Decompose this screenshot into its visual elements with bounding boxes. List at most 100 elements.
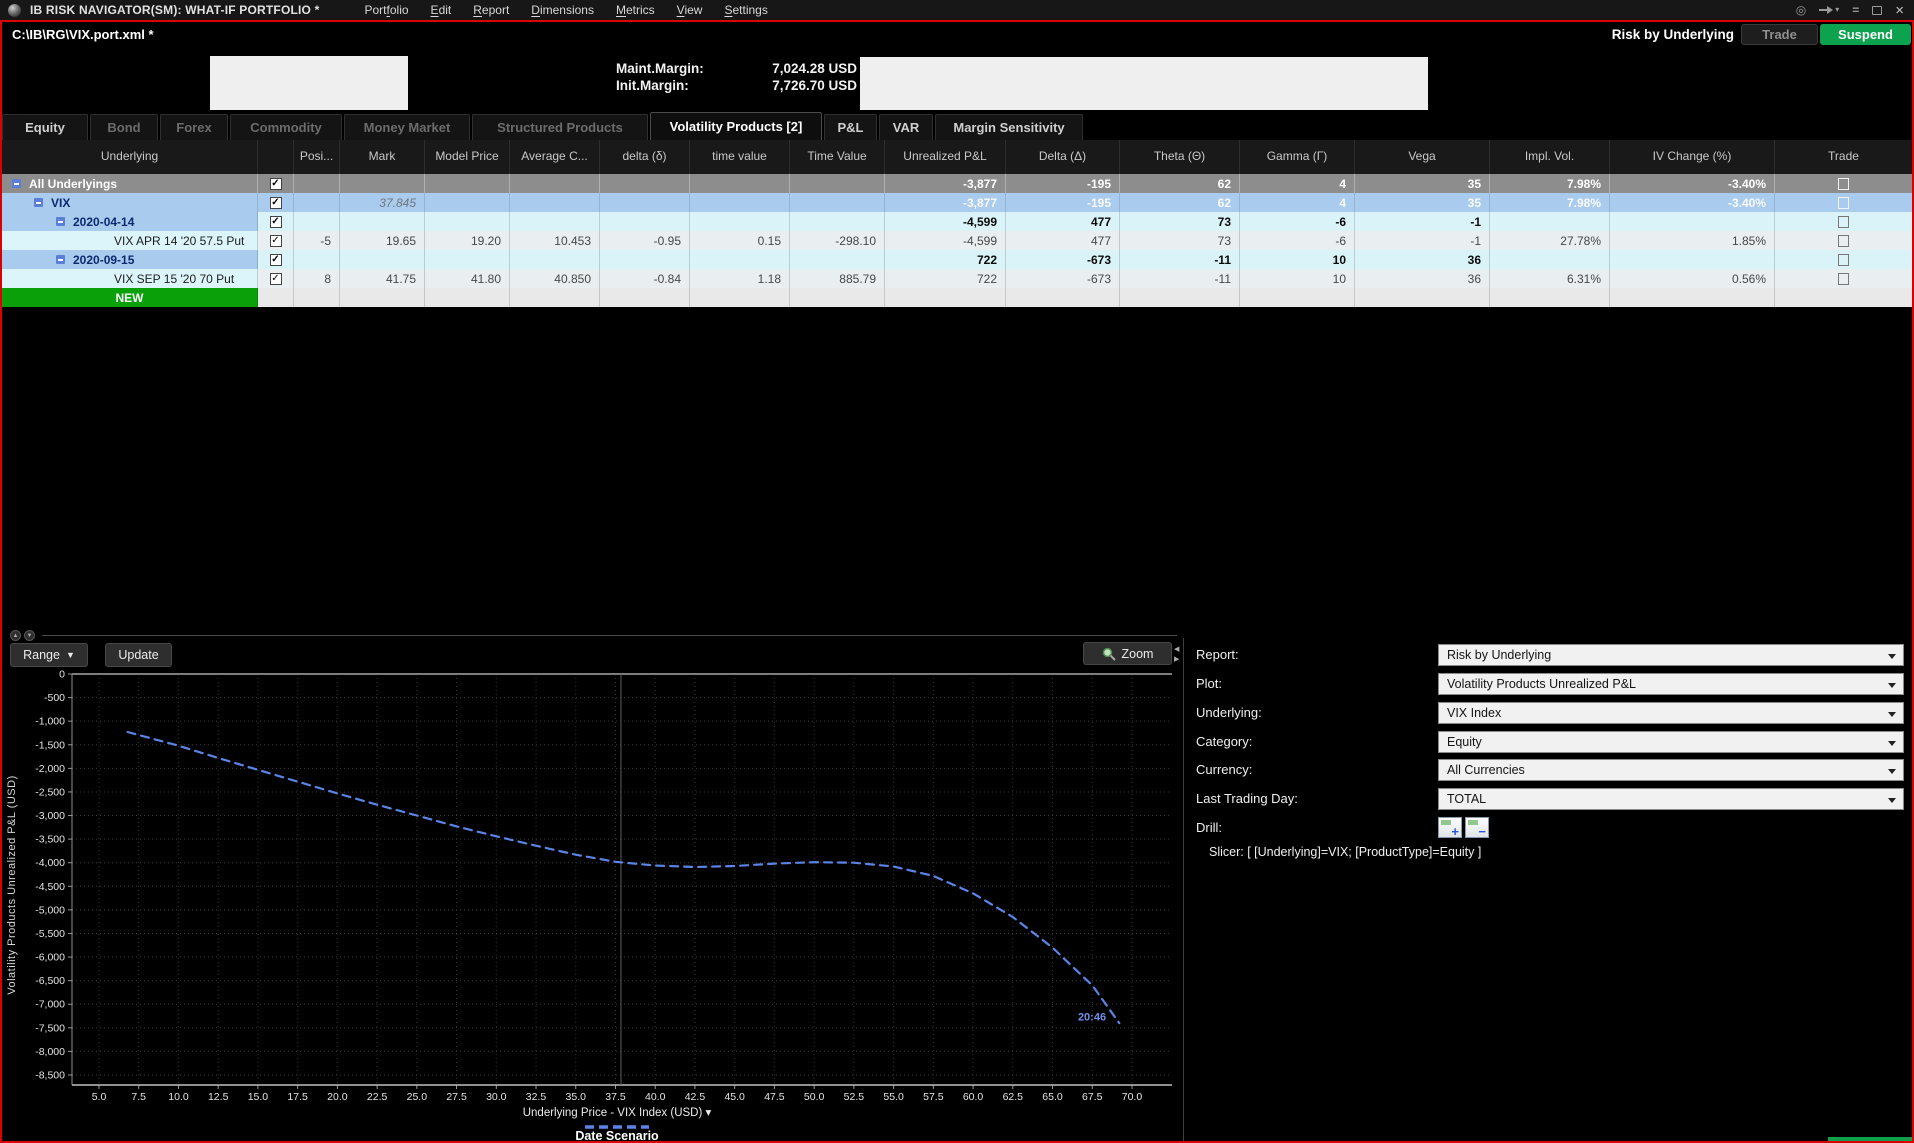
table-cell: 73: [1120, 231, 1240, 250]
trade-checkbox[interactable]: [1838, 197, 1849, 209]
y-tick-label: -2,000: [35, 763, 65, 775]
menu-settings[interactable]: Settings: [724, 3, 767, 17]
table-row[interactable]: VIX SEP 15 '20 70 Put✓841.7541.8040.850-…: [2, 269, 1912, 288]
column-header[interactable]: IV Change (%): [1610, 140, 1775, 174]
redacted-info-box: [860, 57, 1428, 110]
column-header[interactable]: [258, 140, 294, 174]
column-header[interactable]: Vega: [1355, 140, 1490, 174]
collapse-icon[interactable]: [56, 217, 65, 226]
options-icon[interactable]: ◎: [1796, 4, 1806, 16]
table-cell: [294, 288, 340, 307]
tab-bond[interactable]: Bond: [90, 114, 158, 140]
collapse-icon[interactable]: [12, 179, 21, 188]
trade-checkbox[interactable]: [1838, 273, 1849, 285]
field-label: Underlying:: [1196, 702, 1262, 724]
column-header[interactable]: Average C...: [510, 140, 600, 174]
tab-equity[interactable]: Equity: [2, 114, 88, 140]
column-header[interactable]: time value: [690, 140, 790, 174]
menu-metrics[interactable]: Metrics: [616, 3, 655, 17]
menu-edit[interactable]: Edit: [431, 3, 452, 17]
dropdown-report[interactable]: Risk by Underlying: [1438, 644, 1904, 666]
table-cell: [1490, 288, 1610, 307]
column-header[interactable]: Time Value: [790, 140, 885, 174]
table-cell: [425, 193, 510, 212]
tab-var[interactable]: VAR: [879, 114, 933, 140]
dropdown-currency[interactable]: All Currencies: [1438, 759, 1904, 781]
column-header[interactable]: Unrealized P&L: [885, 140, 1006, 174]
splitter-line[interactable]: [42, 635, 1177, 636]
collapse-icon[interactable]: [34, 198, 43, 207]
y-tick-label: -3,000: [35, 810, 65, 822]
suspend-button[interactable]: Suspend: [1820, 24, 1911, 45]
tab-volatility-products-2[interactable]: Volatility Products [2]: [650, 112, 822, 140]
table-row[interactable]: VIX APR 14 '20 57.5 Put✓-519.6519.2010.4…: [2, 231, 1912, 250]
y-tick-label: -5,000: [35, 904, 65, 916]
dropdown-category[interactable]: Equity: [1438, 731, 1904, 753]
table-row[interactable]: All Underlyings✓-3,877-195624357.98%-3.4…: [2, 174, 1912, 193]
y-tick-label: -7,500: [35, 1022, 65, 1034]
column-header[interactable]: Delta (Δ): [1006, 140, 1120, 174]
table-row[interactable]: 2020-09-15✓722-673-111036: [2, 250, 1912, 269]
maximize-icon[interactable]: [1872, 6, 1882, 15]
row-checkbox[interactable]: ✓: [270, 235, 282, 247]
pnl-chart[interactable]: 0-500-1,000-1,500-2,000-2,500-3,000-3,50…: [2, 638, 1183, 1141]
main-frame: C:\IB\RG\VIX.port.xml * Risk by Underlyi…: [0, 20, 1914, 1143]
table-row[interactable]: VIX✓37.845-3,877-195624357.98%-3.40%: [2, 193, 1912, 212]
field-label: Category:: [1196, 731, 1252, 753]
column-header[interactable]: delta (δ): [600, 140, 690, 174]
trade-checkbox[interactable]: [1838, 254, 1849, 266]
row-checkbox[interactable]: ✓: [270, 273, 282, 285]
tab-money-market[interactable]: Money Market: [344, 114, 470, 140]
trade-button[interactable]: Trade: [1741, 24, 1818, 45]
table-cell: [790, 193, 885, 212]
row-checkbox[interactable]: ✓: [270, 197, 282, 209]
row-checkbox[interactable]: ✓: [270, 216, 282, 228]
trade-cell: [1775, 212, 1912, 231]
dropdown-last-trading-day[interactable]: TOTAL: [1438, 788, 1904, 810]
tab-margin-sensitivity[interactable]: Margin Sensitivity: [935, 114, 1083, 140]
x-tick-label: 60.0: [963, 1091, 984, 1103]
table-row[interactable]: 2020-04-14✓-4,59947773-6-1: [2, 212, 1912, 231]
trade-checkbox[interactable]: [1838, 216, 1849, 228]
table-cell: -298.10: [790, 231, 885, 250]
table-cell: 41.80: [425, 269, 510, 288]
column-header[interactable]: Model Price: [425, 140, 510, 174]
dropdown-underlying[interactable]: VIX Index: [1438, 702, 1904, 724]
table-cell: [425, 174, 510, 193]
menu-report[interactable]: Report: [473, 3, 509, 17]
close-icon[interactable]: ×: [1895, 3, 1904, 18]
drill-up-button[interactable]: −: [1465, 817, 1489, 838]
menu-dimensions[interactable]: Dimensions: [531, 3, 594, 17]
row-checkbox[interactable]: ✓: [270, 254, 282, 266]
column-header[interactable]: Posi...: [294, 140, 340, 174]
table-cell: [600, 193, 690, 212]
menu-view[interactable]: View: [677, 3, 703, 17]
x-tick-label: 12.5: [208, 1091, 229, 1103]
collapse-icon[interactable]: [56, 255, 65, 264]
column-header[interactable]: Impl. Vol.: [1490, 140, 1610, 174]
trade-checkbox[interactable]: [1838, 178, 1849, 190]
drill-down-button[interactable]: +: [1438, 817, 1462, 838]
tab-forex[interactable]: Forex: [160, 114, 228, 140]
table-cell: [1006, 288, 1120, 307]
column-header[interactable]: Underlying: [2, 140, 258, 174]
tab-p-l[interactable]: P&L: [824, 114, 877, 140]
pin-icon[interactable]: ▾: [1819, 6, 1839, 14]
menu-portfolio[interactable]: Portfolio: [365, 3, 409, 17]
trade-checkbox[interactable]: [1838, 235, 1849, 247]
column-header[interactable]: Trade: [1775, 140, 1912, 174]
x-tick-label: 57.5: [923, 1091, 944, 1103]
table-cell: [510, 288, 600, 307]
y-tick-label: -5,500: [35, 928, 65, 940]
tab-structured-products[interactable]: Structured Products: [472, 114, 648, 140]
table-row[interactable]: NEW: [2, 288, 1912, 307]
tab-commodity[interactable]: Commodity: [230, 114, 342, 140]
column-header[interactable]: Gamma (Γ): [1240, 140, 1355, 174]
column-header[interactable]: Theta (Θ): [1120, 140, 1240, 174]
minimize-icon[interactable]: =: [1852, 4, 1859, 16]
row-checkbox[interactable]: ✓: [270, 178, 282, 190]
dropdown-plot[interactable]: Volatility Products Unrealized P&L: [1438, 673, 1904, 695]
column-header[interactable]: Mark: [340, 140, 425, 174]
dropdown-value: All Currencies: [1447, 763, 1525, 777]
table-cell: 19.65: [340, 231, 425, 250]
